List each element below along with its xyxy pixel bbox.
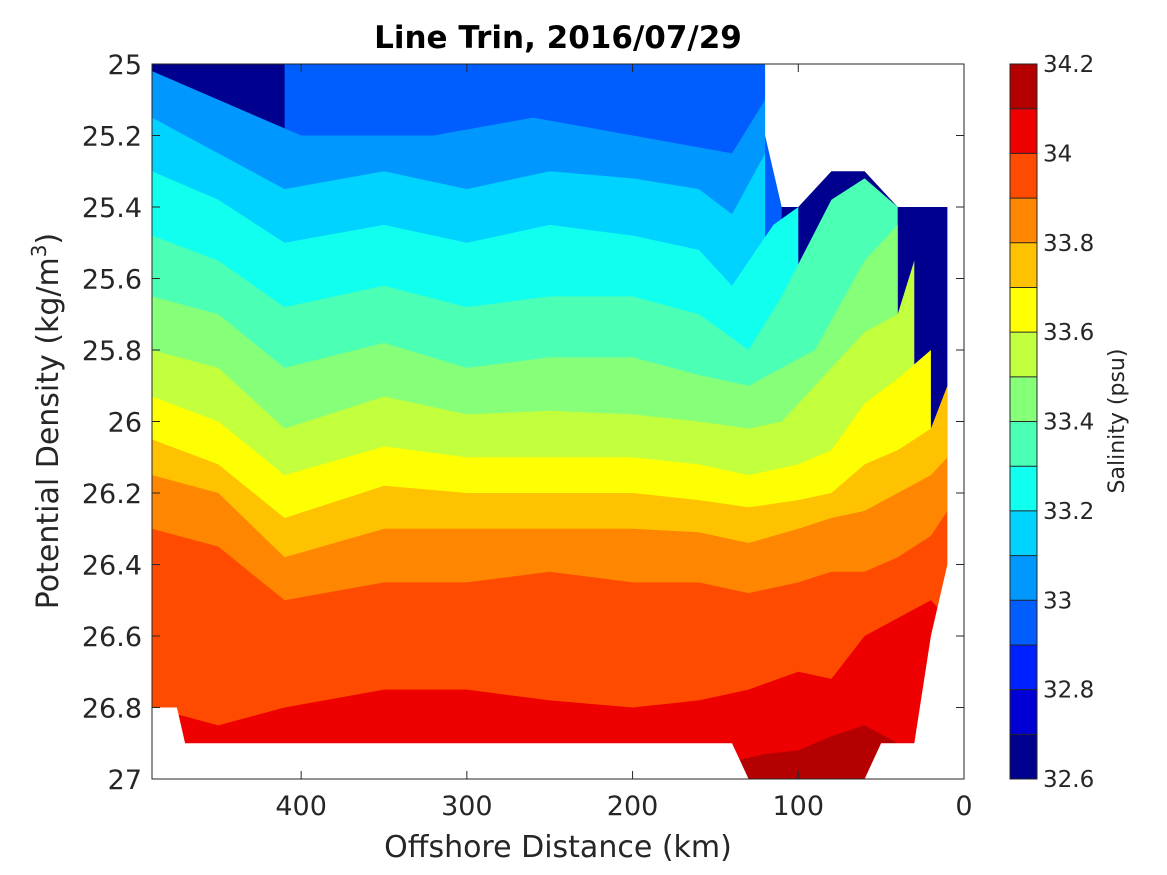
colorbar-tick-label: 32.8 (1043, 678, 1094, 704)
colorbar-swatch (1010, 734, 1037, 779)
colorbar-swatch (1010, 198, 1037, 243)
colorbar-swatch (1010, 287, 1037, 333)
x-tick-label: 200 (607, 791, 659, 822)
y-tick-label: 25.2 (82, 122, 142, 153)
colorbar-label: Salinity (psu) (1105, 349, 1130, 494)
colorbar-tick-label: 33 (1043, 588, 1072, 614)
colorbar-frame (1009, 63, 1038, 780)
colorbar-tick-label: 33.8 (1043, 231, 1094, 257)
y-axis-label: Potential Density (kg/m3) (27, 233, 66, 609)
colorbar-swatch (1010, 64, 1037, 109)
contour-band-34-1 (732, 725, 898, 779)
y-tick-label: 26.8 (82, 694, 142, 725)
colorbar-swatch (1010, 555, 1037, 601)
x-tick-label: 0 (955, 791, 972, 822)
x-axis-ticks: 400 300 200 100 0 (275, 64, 973, 822)
colorbar-ticks: 32.6 32.8 33 33.2 33.4 33.6 33.8 34 34.2 (1043, 52, 1094, 793)
y-tick-label: 25.4 (82, 193, 142, 224)
colorbar-swatch (1010, 421, 1037, 467)
colorbar-swatch (1010, 510, 1037, 556)
y-tick-label: 26.2 (82, 479, 142, 510)
y-tick-label: 26 (108, 408, 142, 439)
x-tick-label: 100 (773, 791, 825, 822)
y-tick-label: 25.6 (82, 265, 142, 296)
x-tick-label: 400 (275, 791, 327, 822)
y-tick-label: 26.6 (82, 622, 142, 653)
colorbar-swatch (1010, 466, 1037, 511)
chart-title: Line Trin, 2016/07/29 (374, 20, 742, 56)
x-tick-label: 300 (441, 791, 493, 822)
colorbar (1010, 64, 1037, 779)
colorbar-tick-label: 34.2 (1043, 52, 1094, 78)
y-axis-label-end: ) (31, 233, 66, 245)
no-data-mask (152, 64, 964, 779)
contour-band-34 (152, 600, 948, 779)
y-axis-ticks: 25 25.2 25.4 25.6 25.8 26 26.2 26.4 26.6 26.8 27 (82, 50, 964, 796)
colorbar-swatch (1010, 376, 1037, 422)
colorbar-swatch (1010, 153, 1037, 199)
colorbar-tick-label: 33.6 (1043, 320, 1094, 346)
y-axis-label-superscript: 3 (27, 244, 51, 257)
y-tick-label: 25 (108, 50, 142, 81)
colorbar-swatch (1010, 600, 1037, 645)
colorbar-swatch (1010, 689, 1037, 735)
colorbar-tick-label: 33.2 (1043, 499, 1094, 525)
colorbar-swatch (1010, 242, 1037, 288)
y-tick-label: 27 (108, 765, 142, 796)
y-tick-label: 25.8 (82, 336, 142, 367)
x-axis-label: Offshore Distance (km) (384, 830, 732, 865)
colorbar-swatch (1010, 108, 1037, 154)
colorbar-tick-label: 32.6 (1043, 767, 1094, 793)
colorbar-swatch (1010, 332, 1037, 377)
contour-layers (152, 64, 964, 779)
y-axis-label-main: Potential Density (kg/m (31, 257, 66, 609)
y-tick-label: 26.4 (82, 551, 142, 582)
colorbar-tick-label: 33.4 (1043, 410, 1094, 436)
colorbar-swatch (1010, 644, 1037, 690)
plot-area (152, 64, 964, 779)
colorbar-tick-label: 34 (1043, 141, 1072, 167)
